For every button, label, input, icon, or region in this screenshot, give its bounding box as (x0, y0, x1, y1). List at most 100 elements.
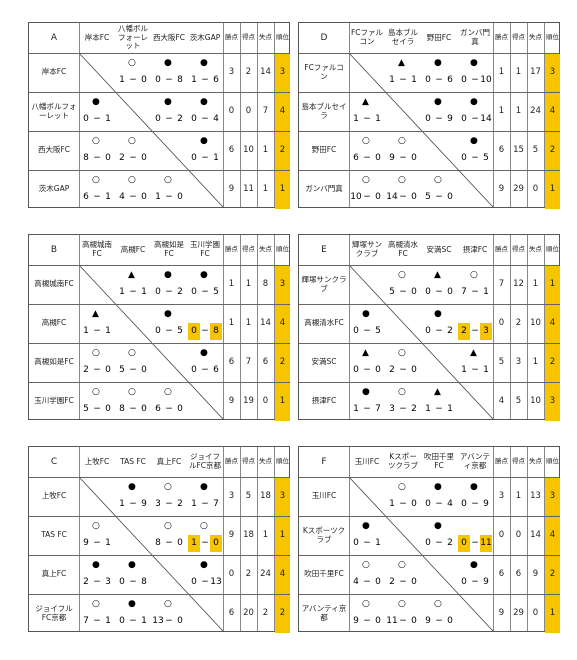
stat-goals-against: 1 (262, 183, 269, 194)
score-separator: − (201, 538, 209, 548)
score-for: 6 (353, 153, 359, 163)
column-line (527, 23, 528, 207)
stat-rank: 2 (549, 144, 556, 155)
score-for: 1 (389, 75, 395, 85)
highlight (210, 323, 222, 340)
rank-fill (545, 132, 560, 170)
column-line (510, 447, 511, 631)
row-team: 島本ブルセイラ (301, 101, 347, 120)
score-separator: − (471, 153, 479, 163)
score-separator: − (471, 326, 479, 336)
stat-header: 順位 (546, 457, 559, 466)
group-label: A (50, 32, 58, 43)
score-for: 7 (83, 616, 89, 626)
score-against: 0 (447, 192, 453, 202)
stat-points: 1 (228, 317, 235, 328)
column-line (274, 235, 275, 419)
stat-rank: 4 (279, 568, 286, 579)
score-for: 1 (119, 75, 125, 85)
score-against: 9 (141, 499, 147, 509)
score-for: 1 (353, 114, 359, 124)
score-separator: − (363, 192, 371, 202)
score-separator: − (471, 538, 479, 548)
score-separator: − (399, 75, 407, 85)
score-separator: − (471, 577, 479, 587)
score-separator: − (435, 616, 443, 626)
score-against: 6 (447, 75, 453, 85)
score-for: 14 (386, 192, 398, 202)
header-team: TAS FC (120, 456, 146, 466)
stat-points: 6 (228, 607, 235, 618)
column-line (240, 447, 241, 631)
score-against: 7 (375, 404, 381, 414)
rank-fill (275, 132, 290, 170)
stat-goals-for: 12 (513, 278, 524, 289)
score-for: 3 (155, 499, 161, 509)
result-mark: ● (164, 270, 172, 280)
score-separator: − (129, 287, 137, 297)
highlight (458, 535, 470, 552)
column-line (349, 235, 350, 419)
score-against: 8 (213, 326, 219, 336)
stat-goals-for: 3 (515, 356, 522, 367)
result-mark: ▲ (92, 309, 99, 319)
result-mark: ● (92, 560, 100, 570)
stat-points: 1 (228, 278, 235, 289)
result-mark: ○ (128, 348, 136, 358)
header-team: 玉川FC (354, 456, 380, 466)
score-against: 0 (411, 287, 417, 297)
stat-goals-for: 2 (515, 317, 522, 328)
result-mark: ● (434, 97, 442, 107)
score-for: 0 (461, 499, 467, 509)
rank-fill (275, 93, 290, 131)
diagonal-line (348, 476, 494, 631)
row-team: アバンティ京都 (301, 603, 347, 622)
stat-header: 得点 (512, 457, 525, 466)
result-mark: ● (470, 136, 478, 146)
score-against: 1 (447, 404, 453, 414)
score-separator: − (471, 114, 479, 124)
score-for: 1 (191, 538, 197, 548)
stat-rank: 3 (279, 278, 286, 289)
score-for: 2 (389, 365, 395, 375)
rank-fill (545, 305, 560, 343)
header-team: 玉川学園FC (190, 240, 220, 258)
score-separator: − (93, 404, 101, 414)
result-mark: ○ (128, 175, 136, 185)
score-against: 0 (177, 538, 183, 548)
score-for: 0 (191, 577, 197, 587)
score-for: 5 (425, 192, 431, 202)
result-mark: ● (200, 348, 208, 358)
row-line (299, 170, 559, 171)
header-team: 真上FC (156, 456, 182, 466)
score-for: 0 (353, 326, 359, 336)
group-label: C (50, 456, 58, 467)
stat-rank: 4 (549, 105, 556, 116)
column-line (349, 23, 350, 207)
score-separator: − (129, 75, 137, 85)
score-separator: − (129, 153, 137, 163)
stat-header: 順位 (276, 245, 289, 254)
score-against: 1 (213, 153, 219, 163)
result-mark: ○ (398, 482, 406, 492)
score-against: 5 (213, 287, 219, 297)
column-line (257, 447, 258, 631)
score-against: 1 (105, 616, 111, 626)
score-separator: − (129, 404, 137, 414)
score-separator: − (399, 499, 407, 509)
result-mark: ○ (128, 136, 136, 146)
stat-header: 得点 (242, 457, 255, 466)
result-mark: ○ (164, 482, 172, 492)
stat-points: 3 (228, 66, 235, 77)
score-against: 5 (375, 326, 381, 336)
score-against: 0 (105, 365, 111, 375)
result-mark: ▲ (434, 270, 441, 280)
score-against: 0 (141, 75, 147, 85)
score-separator: − (399, 287, 407, 297)
score-for: 0 (191, 114, 197, 124)
header-team: 八幡ボルフォーレット (118, 24, 148, 51)
header-team: 茨木GAP (189, 32, 221, 42)
row-line (29, 343, 289, 344)
score-for: 0 (353, 538, 359, 548)
